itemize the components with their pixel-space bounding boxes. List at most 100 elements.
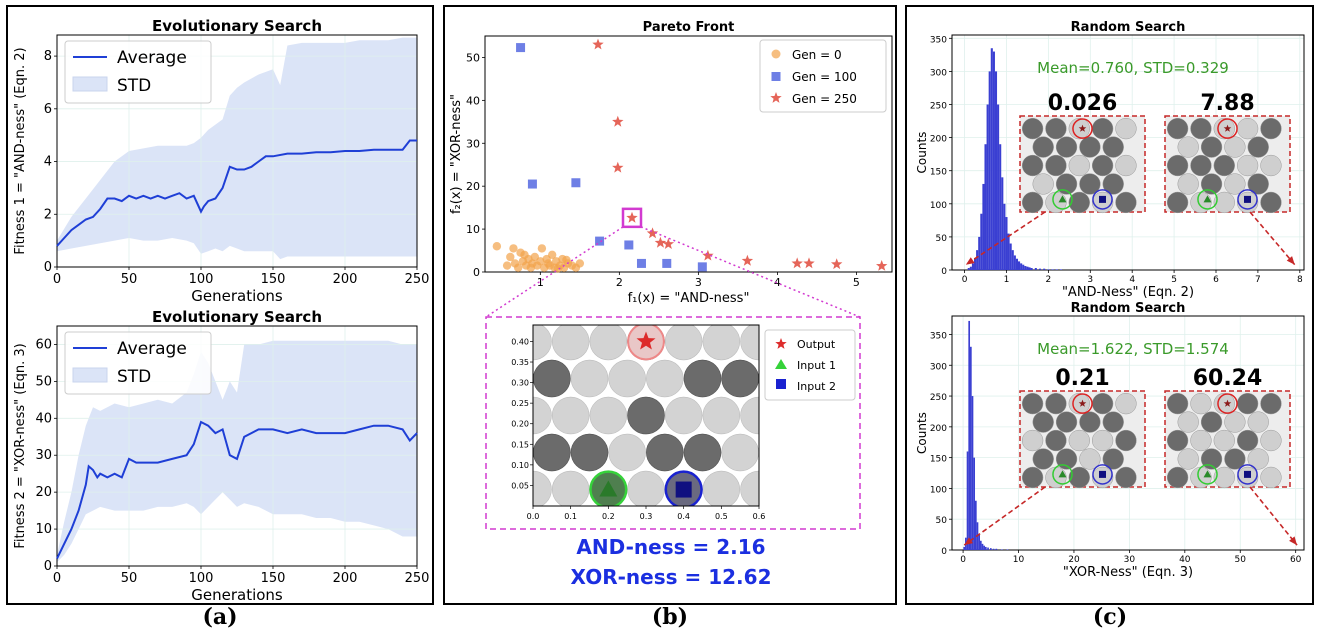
- particle-dark: [570, 433, 609, 472]
- histogram-bar: [983, 545, 985, 550]
- particle-light: [1190, 429, 1212, 452]
- histogram-bar: [971, 263, 974, 270]
- particle-dark: [1091, 154, 1114, 177]
- inset-value: 0.21: [1055, 366, 1109, 391]
- y-tick-label: 200: [930, 135, 947, 145]
- legend: Gen = 0 Gen = 100 Gen = 250: [759, 39, 887, 113]
- particle-light: [1213, 466, 1235, 489]
- legend-label: Average: [117, 339, 187, 359]
- output-marker: [636, 331, 656, 350]
- configuration-inset: 60.24: [1164, 366, 1291, 489]
- histogram-bar: [1028, 267, 1031, 270]
- input2-particle: [1092, 189, 1113, 210]
- x-tick-label: 2: [616, 276, 623, 289]
- x-tick-label: 0.0: [527, 512, 540, 521]
- y-tick-label: 10: [35, 522, 52, 537]
- histogram-bar: [1047, 269, 1050, 270]
- particle-light: [1213, 392, 1235, 415]
- particle-light: [1177, 173, 1199, 195]
- input1-particle: [1197, 464, 1218, 485]
- chart-title: Random Search: [1071, 20, 1186, 35]
- particle-dark: [1079, 411, 1101, 433]
- y-tick-label: 0.05: [511, 481, 529, 490]
- legend-marker-input2: [776, 379, 786, 389]
- particle-dark: [683, 359, 722, 398]
- point-gen250: [646, 227, 659, 239]
- particle-light: [1021, 429, 1044, 452]
- input1-particle: [1052, 189, 1073, 210]
- particle-light: [589, 396, 628, 435]
- point-gen250: [791, 257, 803, 269]
- arrow-to-high-and: [1249, 211, 1296, 266]
- particle-dark: [1166, 154, 1189, 177]
- output-particle: [1217, 393, 1238, 414]
- input2-marker: [1244, 470, 1251, 478]
- particles: [533, 325, 759, 506]
- x-tick-label: 250: [405, 272, 430, 287]
- point-gen250: [876, 260, 888, 271]
- legend-swatch-std: [72, 76, 108, 92]
- particle-light: [1236, 117, 1259, 140]
- particle-dark: [1166, 429, 1189, 452]
- particle-dark: [1102, 448, 1124, 470]
- x-tick-label: 100: [189, 571, 214, 586]
- particle-light: [1079, 448, 1101, 470]
- particle-light: [1115, 392, 1137, 415]
- histogram-bar: [963, 546, 966, 550]
- chart-title: Evolutionary Search: [152, 308, 322, 326]
- x-tick-label: 0.2: [602, 512, 615, 521]
- x-tick-label: 6: [1213, 275, 1219, 285]
- particle-dark: [1032, 448, 1054, 470]
- zoom-connector: [485, 226, 624, 318]
- particle-dark: [1224, 448, 1246, 470]
- x-tick-label: 0.5: [715, 512, 728, 521]
- x-tick-label: 7: [1255, 275, 1261, 285]
- particle-dark: [1045, 154, 1067, 177]
- histogram-bar: [994, 71, 998, 270]
- y-tick-label: 300: [930, 68, 947, 78]
- particle-light: [1190, 392, 1212, 415]
- particle-light: [1213, 191, 1235, 214]
- y-tick-label: 40: [35, 411, 52, 426]
- particle-light: [1068, 117, 1090, 140]
- particle-light: [551, 325, 590, 361]
- point-gen100: [624, 240, 634, 250]
- legend-swatch-std: [72, 367, 108, 383]
- average-line: [56, 420, 418, 560]
- legend-label: Gen = 100: [792, 70, 857, 84]
- x-tick-label: 1: [537, 276, 544, 289]
- point-gen250: [741, 254, 754, 266]
- particle-light: [1260, 466, 1282, 489]
- particle-light: [627, 470, 665, 506]
- legend-marker-gen250: [770, 92, 782, 103]
- point-gen250: [654, 236, 667, 248]
- x-tick-label: 50: [1235, 555, 1247, 565]
- x-tick-label: 200: [333, 272, 358, 287]
- particle-dark: [1166, 392, 1189, 415]
- y-axis-label: Counts: [915, 132, 929, 174]
- point-gen0: [547, 250, 557, 260]
- histogram-bar: [999, 144, 1002, 270]
- input1-marker: [1058, 195, 1067, 203]
- chart-a1: 0 2 4 6 8 0 50 100 150 200 250 Evolutionary Search G…: [13, 17, 429, 305]
- point-gen0: [502, 261, 512, 270]
- histogram-bar: [975, 500, 977, 550]
- point-gen250: [831, 258, 843, 270]
- particle-dark: [1055, 411, 1078, 433]
- y-tick-label: 0: [941, 267, 947, 277]
- x-tick-label: 0: [962, 275, 968, 285]
- input2-marker: [1099, 195, 1106, 203]
- y-axis-label: Fitness 2 = "XOR-ness" (Eqn. 3): [13, 343, 28, 548]
- particle-dark: [1260, 392, 1282, 415]
- x-axis-label: Generations: [191, 287, 283, 305]
- caption-and-ness: AND-ness = 2.16: [576, 535, 765, 559]
- histogram-bar: [1013, 255, 1016, 270]
- particle-light: [702, 325, 741, 361]
- y-tick-label: 0: [473, 266, 480, 279]
- legend-label: STD: [117, 367, 151, 387]
- x-tick-label: 150: [261, 272, 286, 287]
- point-gen0: [513, 263, 523, 272]
- particle-dark: [646, 433, 684, 472]
- x-axis-label: "AND-Ness" (Eqn. 2): [1062, 285, 1194, 300]
